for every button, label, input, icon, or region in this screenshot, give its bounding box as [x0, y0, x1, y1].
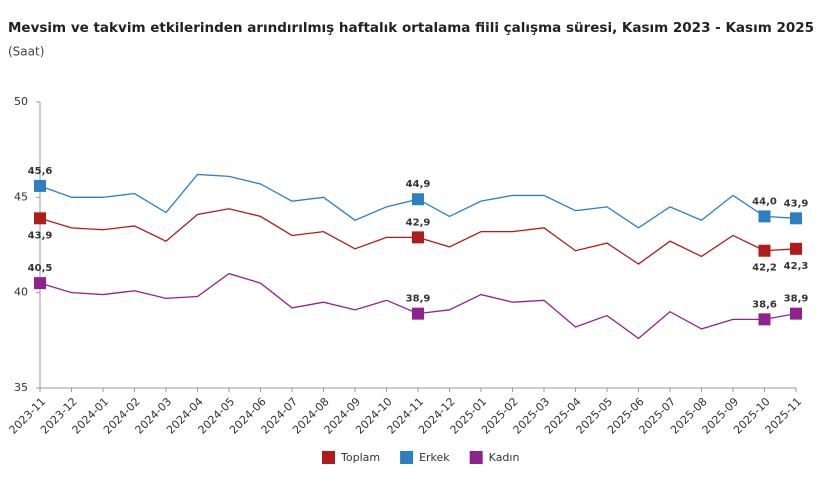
data-label: 40,5 — [28, 263, 53, 274]
data-label: 44,0 — [752, 196, 777, 207]
data-label: 43,9 — [784, 198, 809, 209]
data-label: 45,6 — [28, 166, 53, 177]
chart-subtitle: (Saat) — [8, 45, 44, 59]
data-label: 38,9 — [406, 294, 431, 305]
y-tick-label: 50 — [14, 95, 28, 108]
y-tick-label: 45 — [14, 190, 28, 203]
point-marker — [34, 179, 46, 192]
point-marker — [758, 244, 771, 257]
legend-label: Kadın — [489, 451, 520, 464]
legend-swatch — [400, 451, 414, 464]
point-marker — [412, 231, 424, 244]
legend-label: Toplam — [340, 451, 380, 464]
data-label: 44,9 — [406, 179, 431, 190]
chart-title: Mevsim ve takvim etkilerinden arındırılm… — [8, 20, 814, 36]
point-marker — [412, 307, 424, 320]
data-label: 42,9 — [406, 217, 431, 228]
y-tick-label: 40 — [14, 286, 28, 299]
legend-swatch — [322, 451, 335, 464]
point-marker — [790, 242, 802, 255]
data-label: 38,9 — [784, 294, 809, 305]
point-marker — [790, 307, 802, 320]
point-marker — [758, 210, 771, 223]
data-label: 38,6 — [752, 299, 777, 310]
data-label: 42,3 — [784, 261, 809, 272]
legend-label: Erkek — [419, 451, 450, 464]
legend-swatch — [469, 451, 483, 464]
point-marker — [758, 313, 771, 326]
y-tick-label: 35 — [14, 381, 28, 394]
data-label: 42,2 — [752, 263, 777, 274]
point-marker — [34, 277, 46, 290]
point-marker — [34, 212, 46, 225]
data-label: 43,9 — [28, 230, 53, 241]
point-marker — [412, 193, 424, 206]
point-marker — [790, 212, 802, 225]
series-line — [39, 272, 797, 340]
